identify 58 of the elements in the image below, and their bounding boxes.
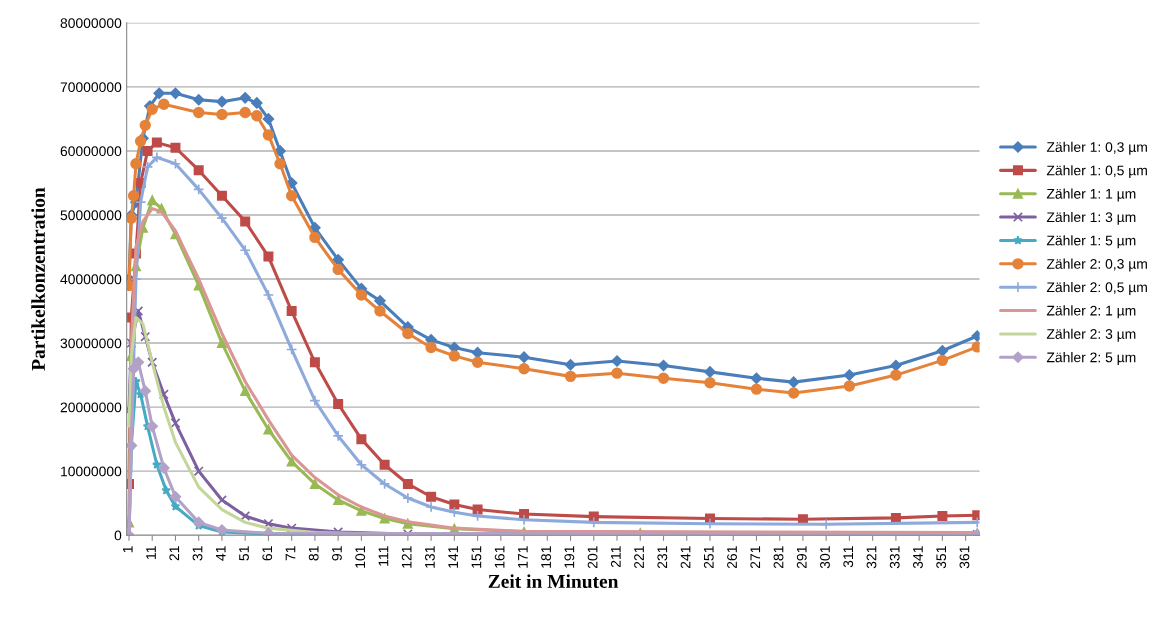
x-tick-label: 211 — [610, 546, 621, 568]
legend-label: Zähler 1: 1 µm — [1046, 188, 1136, 202]
legend-label: Zähler 2: 0,3 µm — [1046, 258, 1147, 272]
x-tick-label: 71 — [285, 546, 296, 561]
x-tick-label: 311 — [843, 546, 854, 568]
x-tick-label: 321 — [866, 546, 877, 569]
x-tick-label: 91 — [332, 546, 342, 561]
y-tick-label: 20000000 — [60, 402, 122, 413]
y-axis-title: Partikelkonzentration — [31, 187, 45, 371]
x-tick-label: 281 — [773, 546, 784, 569]
x-tick-label: 241 — [680, 546, 691, 569]
x-tick-label: 231 — [657, 546, 668, 569]
legend-label: Zähler 2: 0,5 µm — [1046, 281, 1147, 295]
x-tick-label: 261 — [727, 546, 737, 569]
x-tick-label: 131 — [425, 546, 435, 568]
x-tick-label: 31 — [192, 546, 203, 561]
x-tick-label: 361 — [959, 546, 970, 569]
x-tick-label: 81 — [308, 546, 319, 561]
x-tick-label: 191 — [564, 546, 575, 568]
x-tick-label: 251 — [703, 546, 714, 569]
x-tick-label: 351 — [936, 546, 947, 569]
y-tick-label: 60000000 — [60, 146, 122, 157]
y-tick-label: 40000000 — [60, 274, 122, 285]
y-tick-label: 10000000 — [61, 466, 122, 477]
x-tick-label: 151 — [471, 546, 482, 568]
x-tick-label: 61 — [262, 546, 273, 561]
legend-label: Zähler 1: 0,5 µm — [1046, 165, 1147, 179]
legend-label: Zähler 2: 5 µm — [1046, 352, 1136, 366]
y-tick-label: 50000000 — [60, 210, 122, 221]
x-tick-label: 101 — [355, 546, 366, 568]
x-tick-label: 161 — [494, 546, 505, 568]
x-tick-label: 291 — [796, 546, 807, 569]
y-tick-label: 80000000 — [60, 18, 122, 29]
y-tick-label: 0 — [114, 530, 122, 541]
x-axis-title: Zeit in Minuten — [488, 574, 619, 589]
legend-label: Zähler 2: 3 µm — [1046, 328, 1136, 342]
legend-label: Zähler 1: 0,3 µm — [1046, 141, 1147, 155]
x-tick-label: 221 — [634, 546, 644, 569]
x-tick-label: 51 — [239, 546, 249, 561]
x-tick-label: 11 — [146, 546, 156, 559]
x-tick-label: 1 — [123, 546, 133, 553]
x-tick-label: 41 — [215, 546, 226, 561]
x-tick-label: 181 — [541, 546, 552, 568]
x-tick-label: 21 — [169, 546, 180, 561]
legend-label: Zähler 1: 3 µm — [1046, 211, 1136, 225]
x-tick-label: 111 — [378, 546, 389, 566]
x-tick-label: 141 — [448, 546, 458, 568]
y-tick-label: 70000000 — [60, 82, 122, 93]
y-tick-label: 30000000 — [60, 338, 122, 349]
legend-label: Zähler 2: 1 µm — [1046, 305, 1136, 319]
x-tick-label: 121 — [401, 546, 412, 568]
x-tick-label: 201 — [587, 546, 598, 569]
x-tick-label: 341 — [913, 546, 923, 569]
legend-label: Zähler 1: 5 µm — [1046, 235, 1136, 249]
x-tick-label: 301 — [820, 546, 830, 569]
x-tick-label: 331 — [889, 546, 900, 569]
x-tick-label: 271 — [750, 546, 761, 569]
x-tick-label: 171 — [518, 546, 528, 568]
